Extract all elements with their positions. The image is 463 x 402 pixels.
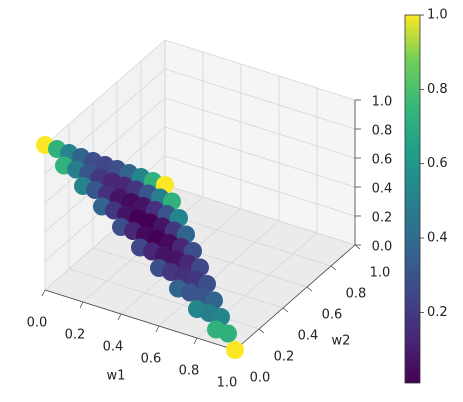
tick-mark: [117, 313, 122, 321]
grid-line: [44, 39, 166, 146]
z-tick-label: 1.0: [372, 95, 393, 110]
tick-mark: [193, 337, 198, 345]
grid-line: [164, 97, 356, 159]
x-axis-line: [44, 289, 236, 351]
colorbar-tick-label: 0.8: [427, 82, 448, 97]
axes-3d: 0.00.20.40.60.81.0 0.00.20.40.60.81.00.00…: [27, 39, 393, 391]
point: [219, 324, 237, 343]
x-tick-label: 1.0: [217, 376, 238, 391]
z-tick-label: 0.6: [372, 153, 393, 168]
grid-line: [164, 126, 356, 188]
colorbar-tick-label: 1.0: [427, 8, 448, 23]
tick-mark: [330, 265, 337, 271]
point: [226, 341, 244, 359]
grid-line: [164, 155, 356, 217]
grid-line: [44, 97, 166, 204]
tick-mark: [354, 244, 361, 250]
z-tick-label: 0.2: [372, 211, 393, 226]
grid-line: [164, 68, 356, 130]
tick-mark: [258, 328, 265, 334]
grid-line: [158, 220, 280, 327]
x-tick-label: 0.4: [103, 340, 124, 355]
y-tick-label: 0.8: [346, 287, 367, 302]
x-axis-label: w1: [107, 369, 126, 384]
points: [36, 136, 244, 359]
x-tick-label: 0.0: [27, 316, 48, 331]
y-tick-label: 0.4: [298, 329, 319, 344]
grid-line: [164, 184, 356, 246]
back-pane: [165, 40, 355, 245]
x-tick-label: 0.6: [141, 352, 162, 367]
colorbar-tick-label: 0.2: [427, 305, 448, 320]
grid-line: [164, 39, 356, 101]
x-tick-label: 0.2: [65, 328, 86, 343]
x-tick-label: 0.8: [179, 364, 200, 379]
y-tick-label: 0.6: [322, 308, 343, 323]
colorbar-tick-label: 0.6: [427, 156, 448, 171]
y-tick-label: 1.0: [370, 266, 391, 281]
y-tick-label: 0.0: [250, 371, 271, 386]
colorbar-tick-label: 0.4: [427, 231, 448, 246]
y-axis-line: [234, 244, 356, 351]
z-tick-label: 0.4: [372, 182, 393, 197]
tick-mark: [41, 289, 46, 297]
y-axis-label: w2: [332, 334, 351, 349]
y-tick-label: 0.2: [274, 350, 295, 365]
colorbar: 0.2 0.4 0.6 0.8 1.0: [404, 8, 448, 384]
tick-mark: [282, 307, 289, 313]
colorbar-gradient: [404, 14, 421, 384]
tick-mark: [155, 325, 160, 333]
z-tick-label: 0.8: [372, 124, 393, 139]
tick-mark: [79, 301, 84, 309]
tick-mark: [306, 286, 313, 292]
z-tick-label: 0.0: [372, 240, 393, 255]
